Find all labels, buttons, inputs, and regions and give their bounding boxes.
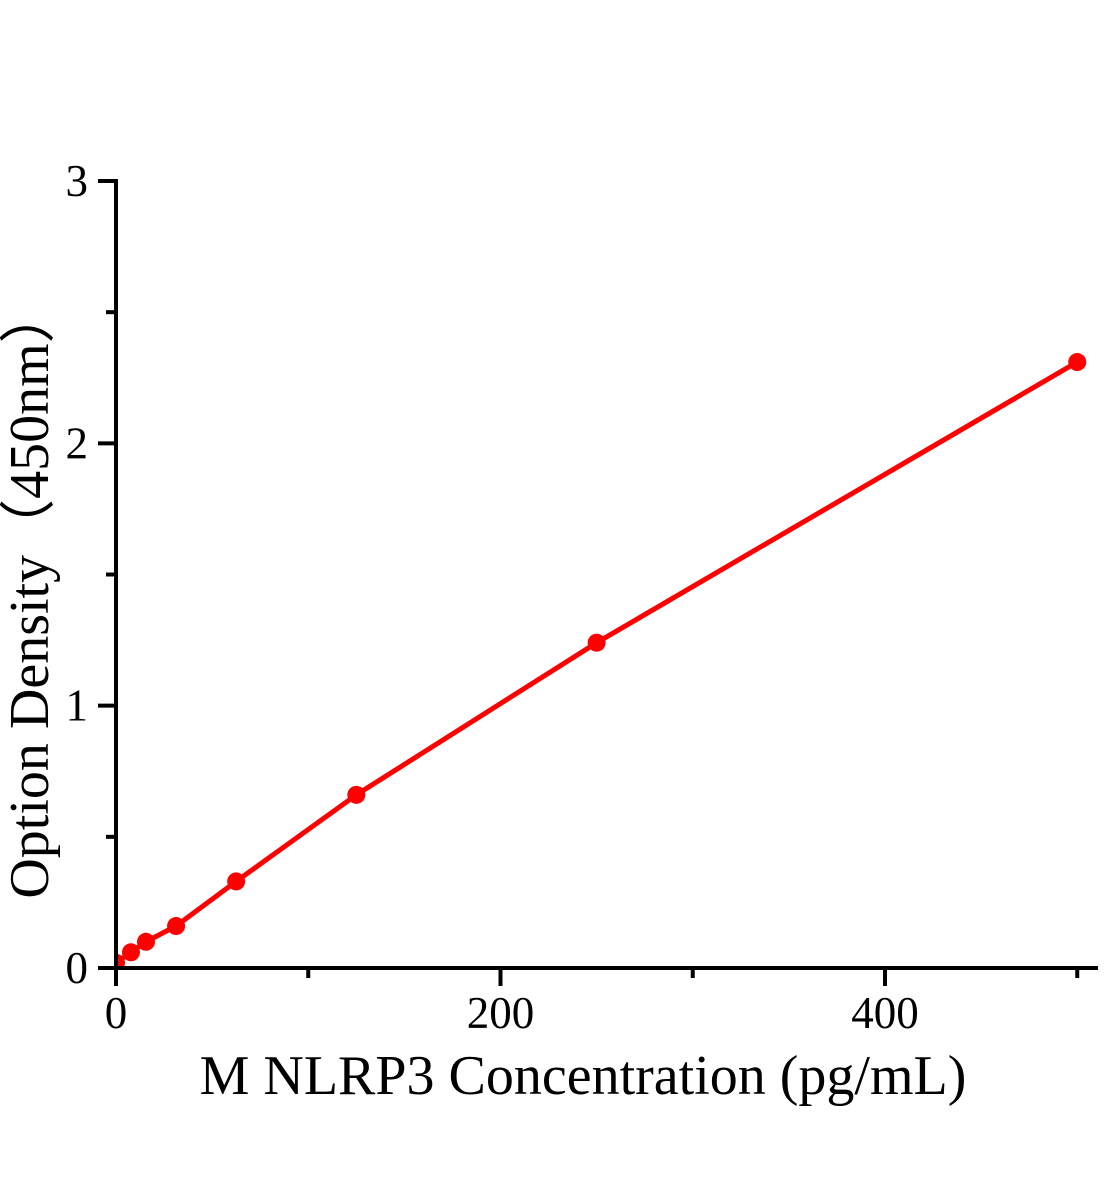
data-point-marker [347, 785, 366, 804]
y-tick-label: 3 [66, 156, 89, 206]
data-point-marker [121, 943, 140, 962]
y-tick-label: 1 [66, 681, 89, 731]
x-tick-label: 400 [851, 988, 919, 1038]
data-point-marker [136, 932, 155, 951]
data-point-marker [587, 633, 606, 652]
standard-curve-series [116, 353, 1087, 968]
data-point-marker [227, 872, 246, 891]
axes: 0 200 400 0 1 2 3 [66, 156, 1098, 1038]
y-axis-title: Option Density（450nm） [0, 287, 61, 898]
data-point-marker [167, 917, 186, 936]
data-point-marker [116, 953, 125, 968]
x-tick-label: 200 [467, 988, 535, 1038]
x-axis-title: M NLRP3 Concentration (pg/mL) [200, 1045, 967, 1107]
standard-curve-line [116, 359, 1080, 966]
x-tick-label: 0 [105, 988, 128, 1038]
data-point-marker [1068, 353, 1087, 372]
y-tick-label: 2 [66, 418, 89, 468]
y-tick-label: 0 [66, 943, 89, 993]
